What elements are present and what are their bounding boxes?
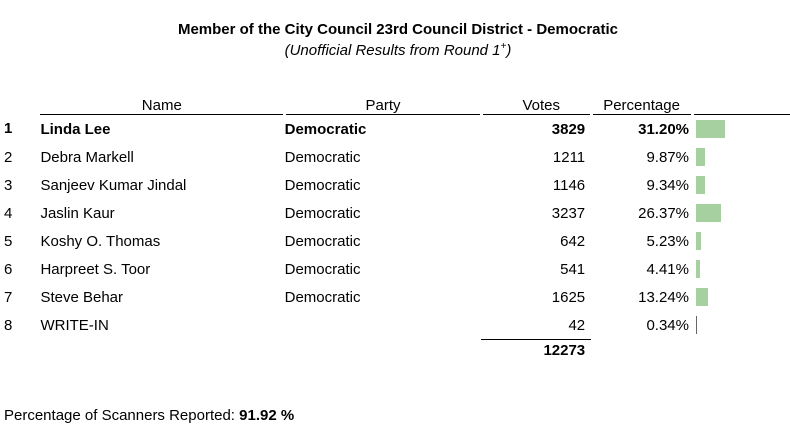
- candidate-party: Democratic: [284, 232, 361, 250]
- percentage-bar: [696, 148, 705, 167]
- candidate-votes: 42: [568, 316, 586, 334]
- candidate-votes: 3829: [551, 120, 586, 138]
- percentage-header: Percentage: [589, 92, 692, 115]
- candidate-votes: 1211: [552, 148, 586, 166]
- candidate-votes: 1146: [552, 176, 586, 194]
- candidate-percentage: 26.37%: [638, 204, 689, 222]
- round-footnote-mark: +: [500, 41, 507, 52]
- results-header: Member of the City Council 23rd Council …: [0, 20, 790, 61]
- percentage-bar: [696, 288, 708, 307]
- candidate-votes: 1625: [551, 288, 586, 306]
- total-name-spacer: [40, 340, 284, 368]
- results-table: Name Party Votes Percentage 1 Linda Lee De…: [0, 92, 790, 368]
- candidate-votes: 3237: [551, 204, 586, 222]
- candidate-row: 7 Steve Behar Democratic 1625 13.24%: [0, 283, 790, 311]
- candidate-rank: 2: [4, 148, 13, 166]
- header-row: Name Party Votes Percentage: [0, 92, 790, 115]
- percentage-bar-cell: [692, 311, 790, 340]
- candidate-row: 2 Debra Markell Democratic 1211 9.87%: [0, 143, 790, 171]
- candidate-rank: 8: [4, 316, 13, 334]
- percentage-bar-cell: [692, 283, 790, 311]
- candidate-name: Debra Markell: [40, 148, 134, 166]
- percentage-bar-cell: [692, 199, 790, 227]
- candidate-name: WRITE-IN: [40, 316, 109, 334]
- candidate-party: [285, 311, 482, 340]
- candidate-rank: 7: [4, 288, 13, 306]
- candidate-rank: 3: [4, 176, 13, 194]
- candidate-row: 5 Koshy O. Thomas Democratic 642 5.23%: [0, 227, 790, 255]
- percentage-bar: [696, 232, 701, 251]
- candidate-name: Harpreet S. Toor: [40, 260, 151, 278]
- percentage-bar: [696, 120, 725, 139]
- scanners-label: Percentage of Scanners Reported:: [4, 407, 240, 424]
- scanners-reported: Percentage of Scanners Reported: 91.92 %: [4, 407, 294, 424]
- percentage-bar: [696, 316, 697, 335]
- candidate-rank: 1: [4, 120, 13, 138]
- percentage-bar: [696, 176, 705, 195]
- candidate-percentage: 9.34%: [646, 176, 689, 194]
- results-body: 1 Linda Lee Democratic 3829 31.20% 2 Debra Mar…: [0, 115, 790, 340]
- candidate-percentage: 5.23%: [646, 232, 689, 250]
- contest-subtitle: (Unofficial Results from Round 1+): [0, 41, 790, 61]
- percentage-bar-cell: [692, 227, 790, 255]
- candidate-percentage: 9.87%: [646, 148, 689, 166]
- candidate-rank: 5: [4, 232, 13, 250]
- total-party-spacer: [285, 340, 482, 368]
- candidate-party: Democratic: [284, 288, 361, 306]
- candidate-row: 4 Jaslin Kaur Democratic 3237 26.37%: [0, 199, 790, 227]
- subtitle-text: (Unofficial Results from Round 1: [284, 42, 501, 59]
- percentage-bar-cell: [692, 171, 790, 199]
- percentage-bar-cell: [692, 115, 790, 144]
- candidate-percentage: 4.41%: [646, 260, 689, 278]
- candidate-name: Koshy O. Thomas: [40, 232, 161, 250]
- candidate-name: Sanjeev Kumar Jindal: [40, 176, 187, 194]
- candidate-party: Democratic: [284, 120, 367, 138]
- rank-header: [0, 92, 40, 115]
- name-header: Name: [40, 92, 285, 115]
- total-row: 12273: [0, 339, 790, 368]
- candidate-name: Linda Lee: [40, 120, 111, 138]
- percentage-bar-cell: [692, 255, 790, 283]
- total-pct-spacer: [591, 340, 692, 368]
- candidate-party: Democratic: [284, 176, 361, 194]
- candidate-votes: 642: [560, 232, 586, 250]
- subtitle-close: ): [506, 42, 512, 59]
- total-rank-spacer: [0, 340, 40, 368]
- candidate-percentage: 13.24%: [638, 288, 689, 306]
- contest-title: Member of the City Council 23rd Council …: [177, 21, 619, 38]
- percentage-bar: [696, 260, 700, 279]
- candidate-percentage: 0.34%: [646, 316, 689, 334]
- candidate-row: 3 Sanjeev Kumar Jindal Democratic 1146 9.34%: [0, 171, 790, 199]
- candidate-party: Democratic: [284, 204, 361, 222]
- candidate-party: Democratic: [284, 260, 361, 278]
- votes-header: Votes: [479, 92, 592, 115]
- total-votes: 12273: [481, 339, 592, 368]
- candidate-party: Democratic: [284, 148, 361, 166]
- candidate-name: Steve Behar: [40, 288, 124, 306]
- candidate-rank: 4: [4, 204, 13, 222]
- total-bar-spacer: [692, 340, 790, 368]
- candidate-row: 8 WRITE-IN 42 0.34%: [0, 311, 790, 340]
- candidate-rank: 6: [4, 260, 13, 278]
- party-header: Party: [283, 92, 482, 115]
- percentage-bar: [696, 204, 721, 223]
- candidate-name: Jaslin Kaur: [40, 204, 115, 222]
- candidate-row: 6 Harpreet S. Toor Democratic 541 4.41%: [0, 255, 790, 283]
- candidate-row: 1 Linda Lee Democratic 3829 31.20%: [0, 115, 790, 144]
- percentage-bar-cell: [692, 143, 790, 171]
- candidate-votes: 541: [560, 260, 586, 278]
- candidate-percentage: 31.20%: [638, 120, 689, 138]
- scanners-value: 91.92 %: [239, 407, 295, 424]
- bar-header: [690, 92, 790, 115]
